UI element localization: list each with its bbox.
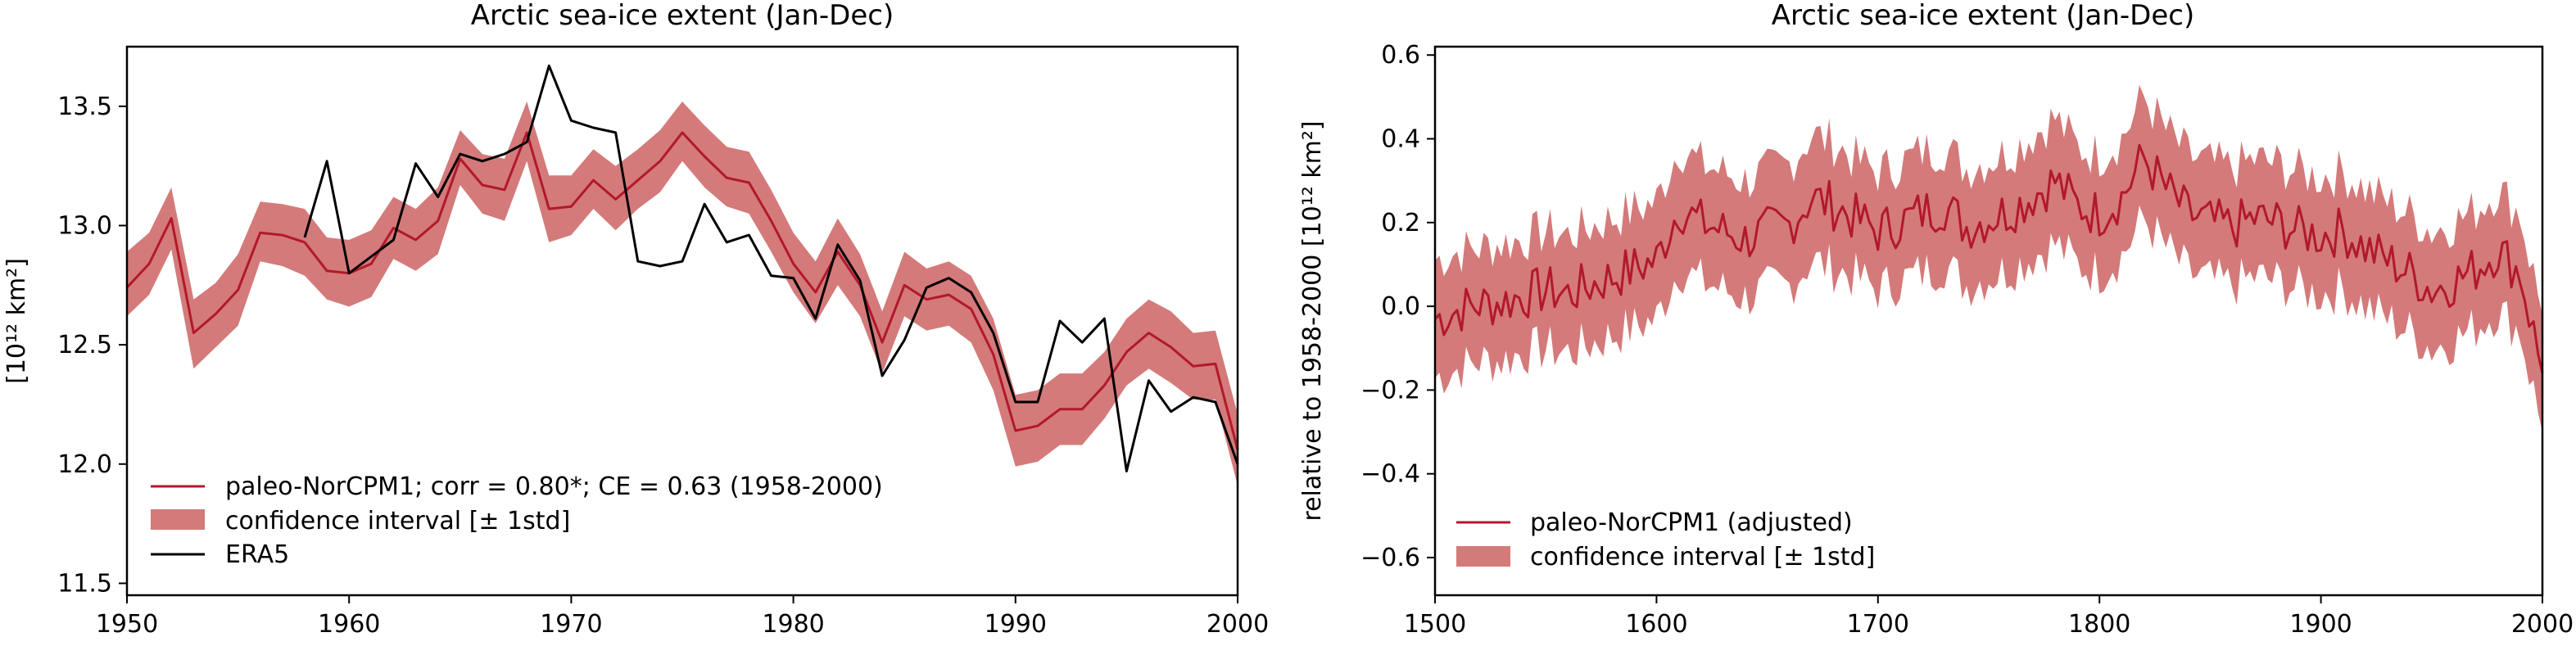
x-tick-label: 1980 [762,610,824,639]
series-line-era5 [303,64,1239,472]
x-tick-label: 1950 [96,610,158,639]
x-tick-label: 1960 [318,610,380,639]
chart-panel-relative-extent: Arctic sea-ice extent (Jan-Dec) 1500 1600… [1298,0,2574,639]
x-axis-ticks: 1500 1600 1700 1800 1900 2000 [1404,595,2574,639]
x-tick-label: 1970 [540,610,602,639]
series-line-model [125,131,1239,450]
y-tick-label: −0.4 [1360,460,1420,489]
x-tick-label: 2000 [1207,610,1269,639]
x-tick-label: 2000 [2511,610,2574,639]
legend-swatch-band [1456,546,1510,567]
y-axis-ticks: −0.6 −0.4 −0.2 0.0 0.2 0.4 0.6 [1360,41,1435,572]
legend: paleo-NorCPM1; corr = 0.80*; CE = 0.63 (… [151,472,883,569]
y-axis-ticks: 11.5 12.0 12.5 13.0 13.5 [57,93,127,598]
y-tick-label: 0.6 [1381,41,1420,70]
y-tick-label: 0.2 [1381,209,1420,237]
y-tick-label: 12.0 [57,450,112,479]
y-tick-label: −0.6 [1360,544,1420,572]
series-confidence-band [127,102,1238,486]
x-tick-label: 1990 [985,610,1047,639]
y-tick-label: 0.0 [1381,292,1420,321]
legend-label-model: paleo-NorCPM1 (adjusted) [1530,508,1853,537]
series-lines [125,64,1239,472]
series-confidence-band [1435,84,2542,432]
series-line-model [1433,143,2544,374]
legend-swatch-band [151,509,205,530]
y-tick-label: 13.0 [57,211,112,240]
y-tick-label: 0.4 [1381,125,1420,154]
legend-label-band: confidence interval [± 1std] [225,507,570,535]
chart-panel-sea-ice-extent: Arctic sea-ice extent (Jan-Dec) 1950 1960… [2,0,1269,639]
y-axis-label: relative to 1958-2000 [10¹² km²] [1298,120,1327,521]
x-axis-ticks: 1950 1960 1970 1980 1990 2000 [96,595,1269,639]
y-tick-label: −0.2 [1360,376,1420,404]
y-tick-label: 12.5 [57,331,112,359]
plot-frame [1433,45,2544,597]
confidence-band-area [127,102,1238,486]
confidence-band-area [1435,84,2542,432]
x-tick-label: 1500 [1404,610,1466,639]
x-tick-label: 1700 [1847,610,1909,639]
series-lines [1433,143,2544,374]
y-axis-label: [10¹² km²] [2,258,31,384]
legend-label-model: paleo-NorCPM1; corr = 0.80*; CE = 0.63 (… [225,472,883,501]
legend-label-era5: ERA5 [225,540,289,569]
x-tick-label: 1900 [2289,610,2352,639]
x-tick-label: 1800 [2068,610,2130,639]
chart-title: Arctic sea-ice extent (Jan-Dec) [471,0,894,32]
y-tick-label: 11.5 [57,569,112,598]
plot-frame [125,45,1239,597]
y-tick-label: 13.5 [57,93,112,121]
chart-title: Arctic sea-ice extent (Jan-Dec) [1772,0,2194,32]
legend-label-band: confidence interval [± 1std] [1530,543,1875,571]
x-tick-label: 1600 [1625,610,1687,639]
legend: paleo-NorCPM1 (adjusted) confidence inte… [1456,508,1875,571]
